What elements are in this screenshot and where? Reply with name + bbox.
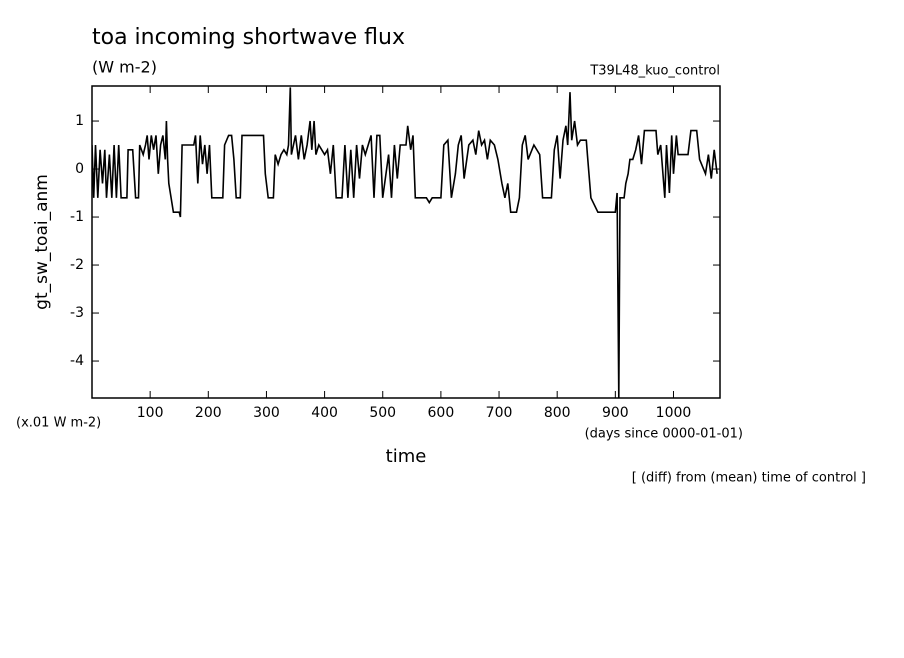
run-label: T39L48_kuo_control [589, 64, 720, 79]
y-tick-label: -4 [70, 353, 84, 369]
y-tick-label: 1 [75, 113, 84, 129]
y-tick-label: -2 [70, 257, 84, 273]
y-axis-label: gt_sw_toai_anm [32, 174, 52, 310]
chart-title: toa incoming shortwave flux [92, 25, 405, 50]
x-tick-label: 300 [253, 405, 280, 421]
footnote: [ (diff) from (mean) time of control ] [632, 471, 866, 486]
x-tick-label: 200 [195, 405, 222, 421]
y-tick-label: -3 [70, 305, 84, 321]
plot-frame [91, 85, 721, 399]
x-axis-label: time [386, 446, 427, 467]
x-tick-label: 500 [369, 405, 396, 421]
y-unit-note: (x.01 W m-2) [16, 416, 101, 431]
x-tick-label: 600 [428, 405, 455, 421]
y-tick-label: 0 [75, 161, 84, 177]
x-tick-label: 700 [486, 405, 513, 421]
x-tick-label: 1000 [656, 405, 692, 421]
x-unit-note: (days since 0000-01-01) [585, 427, 743, 442]
chart-subtitle: (W m-2) [92, 58, 157, 77]
data-line [92, 87, 718, 398]
x-tick-label: 100 [137, 405, 164, 421]
y-tick-label: -1 [70, 209, 84, 225]
x-tick-label: 900 [602, 405, 629, 421]
x-tick-label: 800 [544, 405, 571, 421]
x-tick-label: 400 [311, 405, 338, 421]
